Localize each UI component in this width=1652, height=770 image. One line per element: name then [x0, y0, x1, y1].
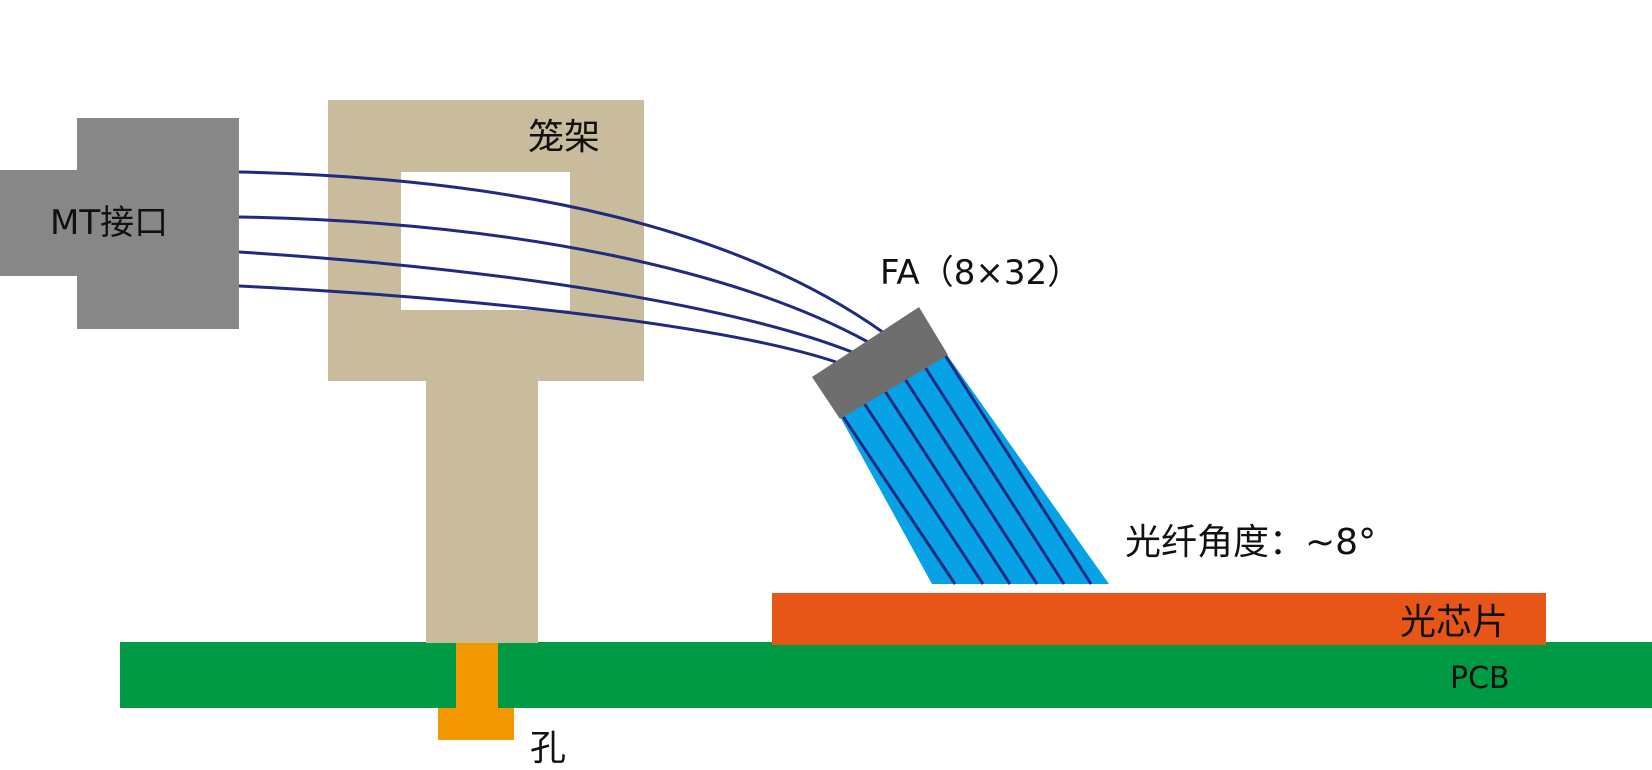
fiber-4	[238, 284, 837, 364]
label-hole: 孔	[530, 728, 566, 765]
mt-interface-block	[0, 118, 239, 329]
fa-line-5	[921, 363, 1066, 585]
optical-chip	[772, 593, 1546, 645]
label-chip: 光芯片	[1400, 602, 1508, 643]
label-cage: 笼架	[528, 117, 600, 158]
fiber-2	[238, 215, 869, 344]
label-mt-interface: MT接口	[50, 203, 168, 243]
fa-line-2	[860, 399, 985, 585]
hole-pin-foot	[438, 708, 514, 740]
cage-frame	[328, 100, 644, 643]
label-fa: FA（8×32）	[880, 253, 1081, 293]
label-pcb: PCB	[1450, 661, 1510, 696]
fa-line-4	[901, 375, 1039, 585]
fa-head	[812, 307, 948, 419]
fa-line-1	[838, 411, 957, 585]
fiber-bundle	[238, 170, 885, 364]
fa-line-3	[881, 387, 1012, 585]
fa-line-6	[941, 351, 1093, 585]
fa-channel-lines	[838, 351, 1093, 585]
fiber-1	[238, 170, 885, 335]
fiber-3	[238, 250, 853, 354]
label-fiber-angle: 光纤角度：~8°	[1125, 522, 1376, 563]
fa-body	[838, 352, 1109, 584]
pcb-board	[120, 642, 1652, 708]
hole-pin-stem	[456, 642, 498, 712]
